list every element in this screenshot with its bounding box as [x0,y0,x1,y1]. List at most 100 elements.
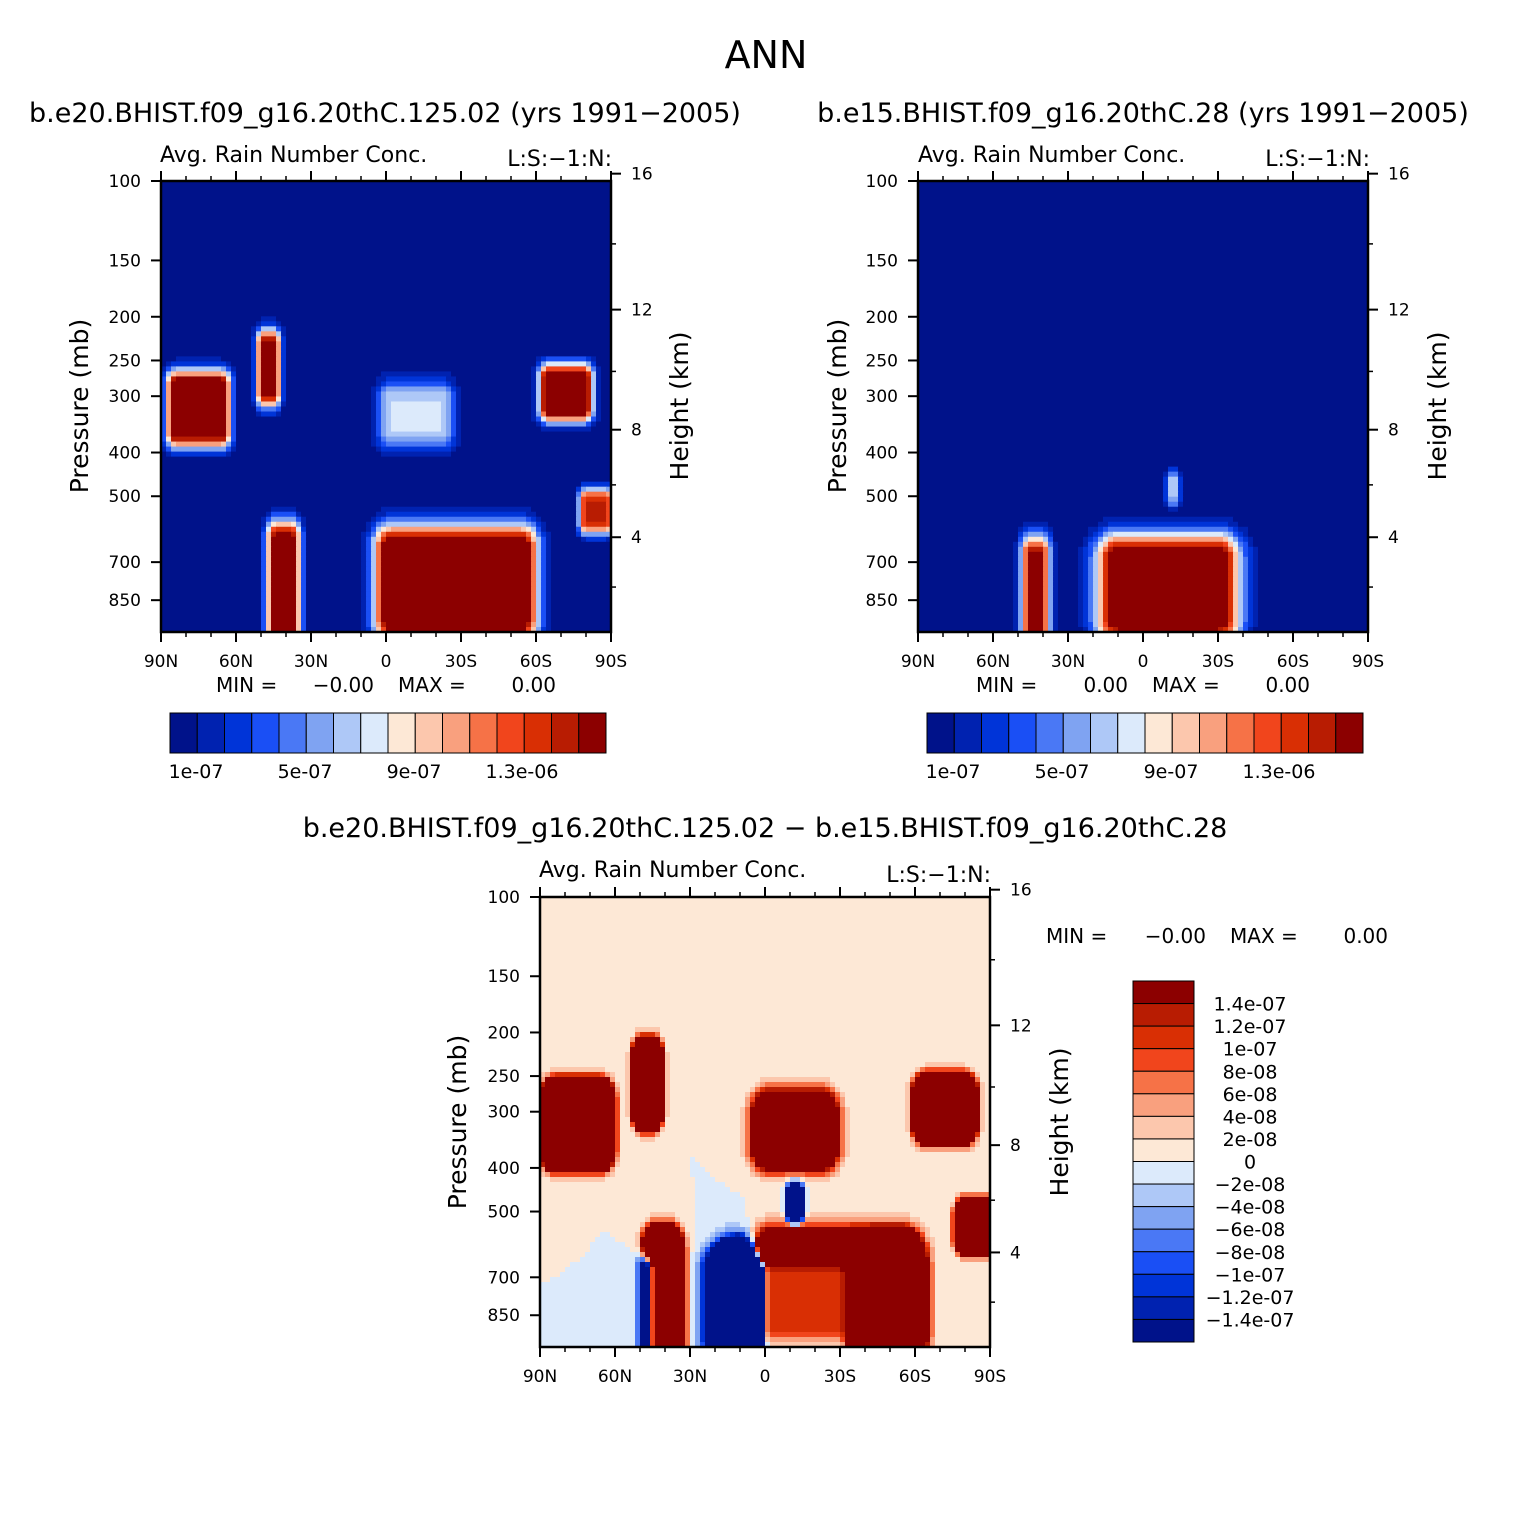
field-cell [281,366,287,373]
field-cell [1098,576,1104,583]
field-cell [918,596,1014,603]
field-cell [536,381,542,388]
field-cell [536,416,542,423]
field-cell [690,1327,696,1333]
field-cell [1253,551,1259,558]
field-cell [546,416,587,423]
field-cell [705,1292,766,1298]
field-cell [271,591,297,598]
field-cell [236,406,257,413]
field-cell [1023,616,1029,623]
field-cell [690,1232,696,1238]
field-cell [291,531,297,538]
field-cell [755,1242,926,1248]
field-cell [551,601,612,608]
field-cell [918,586,1014,593]
field-cell [301,531,307,538]
field-cell [446,416,452,423]
field-cell [620,1157,691,1163]
field-cell [1178,466,1369,473]
field-cell [695,1287,701,1293]
field-cell [261,341,277,347]
field-cell [256,341,262,347]
field-cell [221,371,227,378]
field-cell [386,421,392,428]
field-cell [600,1232,611,1238]
field-cell [286,326,612,332]
field-cell [985,1082,991,1088]
field-cell [366,581,372,588]
field-cell [695,1242,701,1248]
field-cell [918,351,1369,357]
field-cell [980,1127,986,1133]
field-cell [171,391,227,398]
field-cell [1248,571,1254,578]
field-cell [825,1172,831,1178]
field-cell [306,621,362,628]
field-cell [1043,576,1049,583]
field-cell [980,1107,986,1113]
field-cell [386,396,447,403]
field-cell [615,1147,621,1153]
field-cell [935,1292,991,1298]
field-cell [381,451,452,458]
field-cell [545,1172,551,1178]
field-cell [1238,556,1244,563]
field-cell [780,1197,786,1203]
field-cell [750,1132,841,1138]
field-cell [536,541,542,548]
field-cell [541,536,547,543]
field-cell [740,1232,746,1238]
field-cell [930,1332,936,1338]
field-cell [630,1062,666,1068]
field-cell [930,1307,936,1313]
field-cell [256,406,262,413]
field-cell [750,1172,756,1178]
field-cell [630,1097,666,1103]
field-cell [1088,616,1094,623]
field-cell [980,1102,986,1108]
field-cell [930,1302,936,1308]
field-cell [266,556,272,563]
field-cell [705,1282,766,1288]
colorbar-swatch [1132,1093,1195,1117]
field-cell [605,1177,696,1183]
field-cell [161,211,612,217]
panel-2-y2label: Height (km) [1423,332,1452,481]
field-cell [1103,601,1109,608]
field-cell [650,1312,656,1318]
field-cell [536,376,542,383]
field-cell [1028,616,1044,623]
field-cell [750,1107,841,1113]
field-cell [1108,541,1114,548]
field-cell [918,416,1369,423]
field-cell [586,356,592,362]
field-cell [1223,541,1229,548]
field-cell [925,1227,931,1233]
field-cell [918,561,1014,568]
field-cell [1088,601,1094,608]
field-cell [296,591,302,598]
field-cell [745,1102,751,1108]
field-cell [261,531,267,538]
field-cell [1043,591,1049,598]
field-cell [451,441,457,448]
field-cell [221,441,227,448]
field-cell [918,481,1164,488]
field-cell [615,1172,691,1178]
field-cell [1108,616,1229,623]
field-cell [840,1307,846,1313]
field-cell [266,561,272,568]
colorbar-swatch [1335,712,1364,754]
field-cell [546,566,552,573]
field-cell [171,426,227,433]
field-cell [1163,496,1169,503]
field-cell [1108,586,1229,593]
field-cell [276,326,282,332]
field-cell [755,1097,836,1103]
field-cell [915,1222,921,1228]
field-cell [635,1027,661,1033]
field-cell [441,406,447,413]
field-cell [531,391,537,398]
x-tick-label: 30N [673,1367,707,1387]
